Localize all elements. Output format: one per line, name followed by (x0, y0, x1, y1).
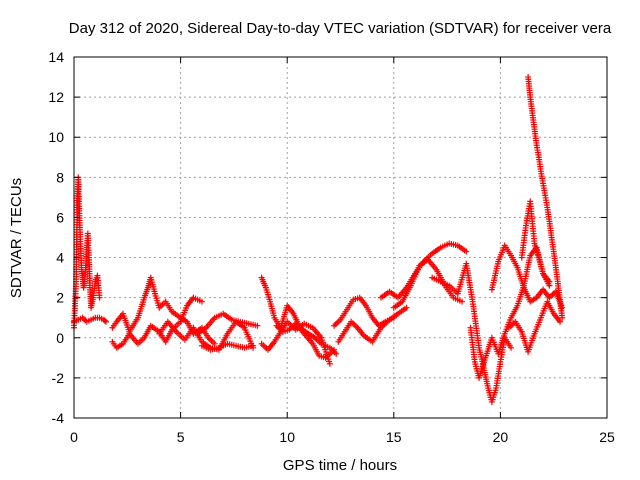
data-point (559, 314, 566, 321)
series-track-6 (194, 310, 261, 337)
tick-labels: 0 5 10 15 20 25 -4 -2 0 2 4 6 8 10 12 14 (48, 49, 615, 445)
y-tick-label: -4 (52, 410, 65, 426)
series-track-20 (518, 198, 553, 289)
series-track-12 (335, 304, 410, 345)
y-tick-label: -2 (52, 370, 65, 386)
x-tick-label: 15 (386, 429, 402, 445)
y-tick-label: 12 (48, 89, 64, 105)
data-point (198, 298, 205, 305)
data-point (102, 318, 109, 325)
data-point (326, 360, 333, 367)
x-tick-label: 10 (279, 429, 295, 445)
y-tick-label: 2 (56, 290, 64, 306)
data-point (508, 344, 515, 351)
data-point (250, 342, 257, 349)
data-point (463, 248, 470, 255)
series-track-18 (505, 298, 564, 355)
series-track-11 (331, 294, 397, 329)
plot-frame (73, 56, 608, 419)
data-markers (71, 74, 566, 405)
data-point (333, 350, 340, 357)
data-point (459, 298, 466, 305)
x-tick-label: 20 (493, 429, 509, 445)
data-point (254, 322, 261, 329)
x-tick-label: 0 (70, 429, 78, 445)
y-tick-label: 10 (48, 129, 64, 145)
series-track-19 (525, 74, 566, 321)
series-track-14 (390, 256, 466, 311)
series-track-1 (71, 174, 103, 331)
y-tick-label: 0 (56, 330, 64, 346)
series-track-2 (71, 314, 109, 325)
y-tick-label: 8 (56, 169, 64, 185)
series-track-7 (198, 340, 257, 353)
data-point (546, 282, 553, 289)
data-point (211, 340, 218, 347)
data-point (557, 318, 564, 325)
data-point (403, 304, 410, 311)
y-axis-label: SDTVAR / TECUs (8, 178, 25, 298)
series-track-17 (488, 242, 566, 311)
data-point (101, 317, 108, 324)
x-tick-label: 25 (599, 429, 615, 445)
x-tick-label: 5 (177, 429, 185, 445)
x-axis-label: GPS time / hours (283, 457, 397, 474)
chart-title: Day 312 of 2020, Sidereal Day-to-day VTE… (69, 20, 612, 37)
y-tick-label: 4 (56, 250, 64, 266)
y-tick-label: 14 (48, 49, 64, 65)
y-tick-label: 6 (56, 209, 64, 225)
series-track-10 (273, 320, 338, 361)
axis-ticks (73, 56, 608, 419)
data-point (331, 346, 338, 353)
data-point (96, 294, 103, 301)
